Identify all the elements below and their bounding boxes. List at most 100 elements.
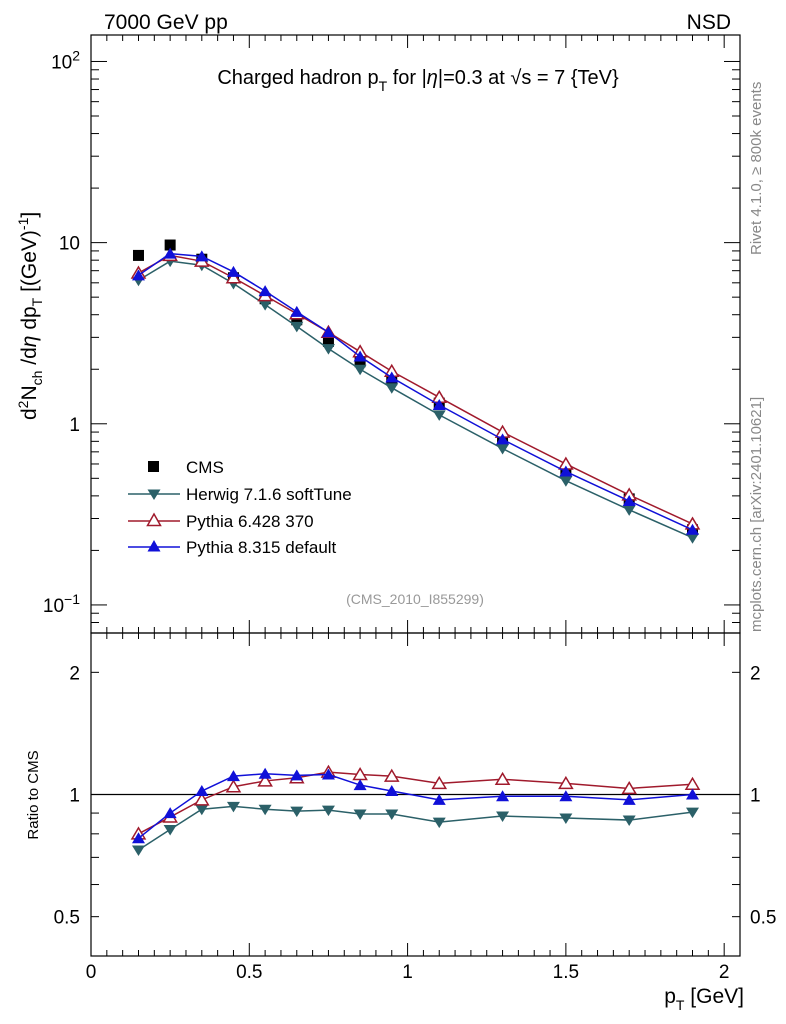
x-tick-label: 1.5 [553,962,579,983]
main-ytick-label: 1 [69,415,80,436]
ratio-point-pythia-6-428-370 [494,771,511,786]
ratio-point-herwig-7-1-6-softtune [496,811,510,823]
x-tick-label: 2 [719,962,730,983]
ratio-point-herwig-7-1-6-softtune [385,809,399,821]
main-point-herwig-7-1-6-softtune [321,344,335,355]
main-panel: 10−1 1 10 102 Charged hadron pT for |η|=0.3… [15,34,741,634]
main-point-pythia-8-315-default [131,269,145,281]
x-tick-label: 0.5 [236,962,262,983]
main-ytick-label: 10 [59,234,80,255]
main-point-cms [291,314,303,326]
ratio-point-pythia-8-315-default [195,785,209,797]
legend-label-pythia6: Pythia 6.428 370 [186,512,314,531]
ratio-point-pythia-6-428-370 [257,773,273,787]
ratio-line-pythia-6-428-370 [138,771,693,835]
ratio-ytick-label-right: 2 [750,663,761,684]
legend: CMS Herwig 7.1.6 softTune Pythia 6.428 3… [128,458,352,557]
plot-title: Charged hadron pT for |η|=0.3 at √s = 7 … [217,67,619,94]
ratio-point-pythia-6-428-370 [383,768,400,782]
ratio-point-pythia-6-428-370 [621,780,638,795]
mcplots-label: mcplots.cern.ch [arXiv:2401.10621] [748,397,765,632]
legend-label-cms: CMS [186,458,224,477]
main-point-pythia-6-428-370 [225,270,242,284]
analysis-tag: (CMS_2010_I855299) [346,591,484,607]
legend-label-pythia8: Pythia 8.315 default [186,538,337,557]
ratio-line-herwig-7-1-6-softtune [138,805,693,851]
main-point-pythia-8-315-default [622,494,636,506]
legend-marker-herwig [147,489,161,500]
ratio-point-pythia-8-315-default [258,767,272,779]
legend-entry-pythia6: Pythia 6.428 370 [128,512,314,531]
main-point-herwig-7-1-6-softtune [353,364,367,376]
x-axis-label: pT [GeV] [664,985,744,1013]
main-point-pythia-8-315-default [290,305,304,317]
ratio-point-herwig-7-1-6-softtune [559,813,573,825]
ratio-point-herwig-7-1-6-softtune [353,809,367,821]
ratio-point-pythia-8-315-default [496,790,510,802]
main-point-herwig-7-1-6-softtune [496,444,510,455]
ratio-line-pythia-8-315-default [138,772,693,839]
legend-entry-pythia8: Pythia 8.315 default [128,538,337,557]
main-point-pythia-8-315-default [353,350,367,362]
ratio-point-pythia-8-315-default [321,768,335,780]
main-line-herwig-7-1-6-softtune [138,260,693,539]
ratio-point-herwig-7-1-6-softtune [258,804,272,816]
main-point-herwig-7-1-6-softtune [686,533,700,544]
legend-label-herwig: Herwig 7.1.6 softTune [186,485,352,504]
ratio-point-pythia-6-428-370 [558,775,574,790]
ratio-point-pythia-8-315-default [290,769,304,781]
legend-marker-cms [148,461,159,472]
main-point-pythia-8-315-default [559,465,573,477]
header-left-label: 7000 GeV pp [104,11,228,34]
main-point-pythia-8-315-default [432,398,446,410]
main-point-cms [322,335,334,347]
main-point-pythia-8-315-default [195,250,209,262]
ratio-ytick-labels: 0.5 0.5 1 1 2 2 [54,663,777,928]
main-point-pythia-8-315-default [496,433,510,445]
ratio-point-herwig-7-1-6-softtune [290,806,304,818]
main-series [130,239,701,544]
legend-entry-cms: CMS [148,458,224,477]
main-point-pythia-8-315-default [258,285,272,297]
x-tick-label: 0 [86,962,97,983]
ratio-panel: 0.5 0.5 1 1 2 2 0 0.5 1 1.5 2 Ratio to CMS pT [Ge… [25,632,777,1013]
ratio-ytick-label-left: 2 [69,663,80,684]
main-point-herwig-7-1-6-softtune [559,476,573,487]
ratio-ticks [90,633,740,957]
ratio-ytick-label-left: 1 [69,786,80,807]
main-point-pythia-8-315-default [321,326,335,338]
main-point-herwig-7-1-6-softtune [385,383,399,394]
ratio-ytick-label-right: 0.5 [750,908,776,929]
main-point-pythia-8-315-default [226,265,240,277]
main-point-pythia-8-315-default [163,247,177,259]
main-point-cms [132,249,144,261]
main-line-pythia-8-315-default [138,252,693,531]
ratio-y-axis-label: Ratio to CMS [25,750,42,839]
ratio-point-herwig-7-1-6-softtune [195,804,209,816]
rivet-label: Rivet 4.1.0, ≥ 800k events [748,82,765,255]
main-point-herwig-7-1-6-softtune [622,505,636,516]
main-ticks [90,35,740,634]
ratio-point-pythia-8-315-default [686,788,700,800]
main-ytick-label: 10−1 [43,591,80,617]
ratio-ytick-label-right: 1 [750,786,761,807]
main-point-cms [354,356,366,368]
main-ytick-labels: 10−1 1 10 102 [43,47,80,616]
ratio-point-pythia-8-315-default [559,790,573,802]
legend-entry-herwig: Herwig 7.1.6 softTune [128,485,352,504]
ratio-point-pythia-8-315-default [432,793,446,805]
main-point-cms [164,239,176,251]
main-point-pythia-8-315-default [385,371,399,383]
ratio-point-pythia-6-428-370 [431,775,448,790]
ratio-point-pythia-6-428-370 [684,776,701,790]
legend-marker-pythia6 [146,512,162,527]
ratio-point-pythia-8-315-default [163,807,177,819]
main-point-pythia-8-315-default [686,523,700,535]
ratio-point-herwig-7-1-6-softtune [622,815,636,827]
ratio-point-pythia-8-315-default [353,779,367,791]
ratio-point-herwig-7-1-6-softtune [226,801,240,813]
ratio-point-pythia-8-315-default [622,793,636,805]
legend-marker-pythia8 [147,540,161,552]
ratio-ytick-label-left: 0.5 [54,908,80,929]
